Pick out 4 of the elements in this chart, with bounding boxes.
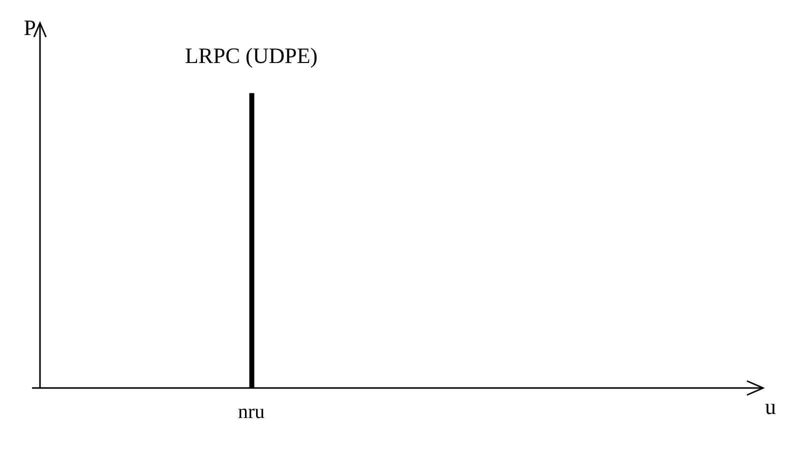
text: u (765, 394, 776, 419)
x-tick-label: nru (238, 401, 265, 424)
text: LRPC (UDPE) (184, 43, 318, 68)
text: P (24, 15, 36, 40)
